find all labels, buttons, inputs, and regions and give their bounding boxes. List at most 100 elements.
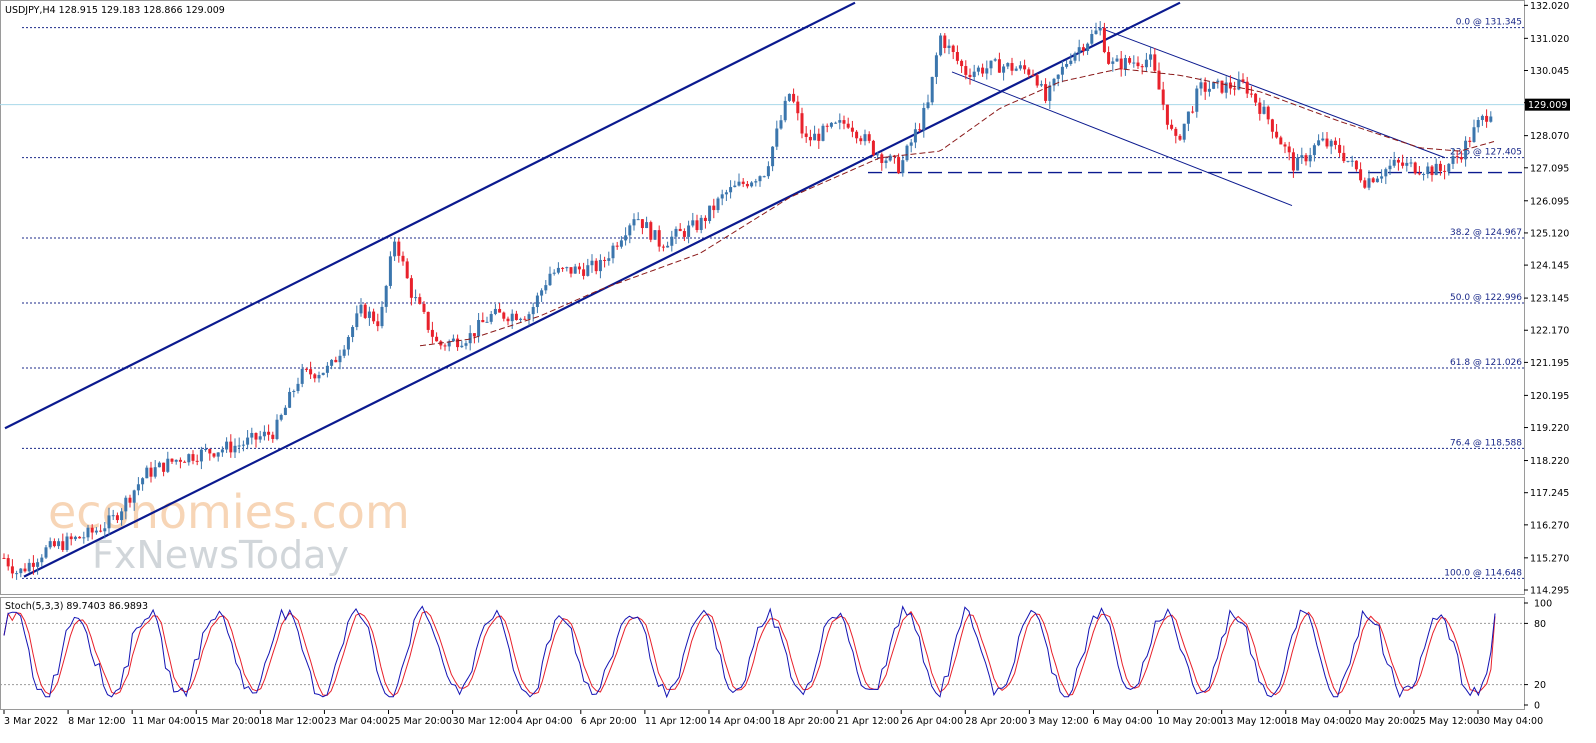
candle-body bbox=[397, 241, 401, 256]
candle-body bbox=[1396, 159, 1400, 163]
candle-body bbox=[1262, 106, 1266, 114]
candle-body bbox=[808, 136, 812, 141]
candle-body bbox=[460, 345, 464, 348]
candle-body bbox=[1346, 160, 1350, 162]
candle-body bbox=[372, 311, 376, 322]
candle-body bbox=[82, 537, 86, 539]
candle-body bbox=[6, 558, 10, 567]
time-tick-label: 11 Apr 12:00 bbox=[645, 716, 707, 727]
candle-body bbox=[729, 187, 733, 193]
candle-body bbox=[86, 527, 90, 538]
candle-body bbox=[859, 138, 863, 142]
time-tick-label: 21 Apr 12:00 bbox=[837, 716, 899, 727]
candle-body bbox=[1191, 111, 1195, 113]
candle-body bbox=[367, 311, 371, 318]
candle-body bbox=[531, 307, 535, 315]
candle-body bbox=[212, 453, 216, 457]
time-tick-label: 13 May 12:00 bbox=[1222, 716, 1287, 727]
price-tick-label: 120.195 bbox=[1530, 391, 1569, 402]
candle-body bbox=[989, 60, 993, 69]
candle-body bbox=[876, 154, 880, 156]
candle-body bbox=[1115, 58, 1119, 62]
candle-body bbox=[1098, 27, 1102, 31]
candle-body bbox=[1224, 82, 1228, 93]
candle-body bbox=[279, 414, 283, 420]
candle-body bbox=[1363, 180, 1367, 188]
candle-body bbox=[695, 220, 699, 231]
time-tick-label: 18 Mar 12:00 bbox=[260, 716, 323, 727]
candle-body bbox=[1035, 75, 1039, 86]
candle-body bbox=[1170, 124, 1174, 129]
candle-body bbox=[548, 273, 552, 286]
candle-body bbox=[1459, 157, 1463, 160]
candle-body bbox=[456, 338, 460, 348]
candle-body bbox=[960, 60, 964, 67]
candle-body bbox=[1388, 165, 1392, 170]
time-tick-label: 18 May 04:00 bbox=[1286, 716, 1351, 727]
candle-body bbox=[569, 267, 573, 274]
candle-body bbox=[682, 231, 686, 237]
candle-body bbox=[1077, 47, 1081, 54]
candle-body bbox=[1447, 163, 1451, 172]
candle-body bbox=[477, 319, 481, 337]
candle-body bbox=[1312, 145, 1316, 156]
price-tick-label: 119.220 bbox=[1530, 423, 1569, 434]
candle-body bbox=[69, 536, 73, 540]
candle-body bbox=[1149, 54, 1153, 60]
candle-body bbox=[888, 155, 892, 161]
candle-body bbox=[506, 318, 510, 322]
fib-level-label: 61.8 @ 121.026 bbox=[1450, 358, 1522, 368]
candle-body bbox=[724, 192, 728, 195]
time-tick-label: 23 Mar 04:00 bbox=[324, 716, 387, 727]
candle-body bbox=[1207, 88, 1211, 92]
candle-body bbox=[1392, 159, 1396, 166]
candle-body bbox=[523, 318, 527, 320]
watermark-fxnewstoday: FxNewsToday bbox=[92, 533, 349, 577]
candle-body bbox=[947, 45, 951, 48]
candle-body bbox=[745, 183, 749, 187]
candle-body bbox=[1039, 84, 1043, 86]
candle-body bbox=[535, 295, 539, 308]
candle-body bbox=[670, 236, 674, 246]
candle-body bbox=[1333, 140, 1337, 145]
candle-body bbox=[330, 359, 334, 366]
candle-body bbox=[187, 454, 191, 463]
candle-body bbox=[1065, 63, 1069, 67]
price-tick-label: 125.120 bbox=[1530, 228, 1569, 239]
candle-body bbox=[19, 568, 23, 574]
candle-body bbox=[489, 314, 493, 322]
current-price-badge: 129.009 bbox=[1525, 98, 1570, 111]
price-tick-label: 114.295 bbox=[1530, 586, 1569, 597]
candle-body bbox=[178, 459, 182, 462]
candle-body bbox=[645, 222, 649, 229]
candle-body bbox=[1413, 162, 1417, 174]
candle-body bbox=[640, 219, 644, 229]
candle-body bbox=[1140, 66, 1144, 68]
candle-body bbox=[544, 285, 548, 291]
candle-body bbox=[1287, 146, 1291, 153]
candle-body bbox=[141, 478, 145, 485]
candle-body bbox=[313, 374, 317, 379]
candle-body bbox=[577, 266, 581, 270]
time-tick-label: 3 May 12:00 bbox=[1029, 716, 1088, 727]
candle-body bbox=[1073, 53, 1077, 61]
candle-body bbox=[934, 55, 938, 77]
candle-body bbox=[1279, 137, 1283, 145]
candle-body bbox=[1102, 27, 1106, 53]
candle-body bbox=[502, 312, 506, 319]
candle-body bbox=[481, 319, 485, 323]
candle-body bbox=[1107, 52, 1111, 64]
candle-body bbox=[241, 444, 245, 446]
candle-body bbox=[414, 297, 418, 299]
candle-body bbox=[628, 225, 632, 236]
candle-body bbox=[850, 127, 854, 132]
time-tick-label: 28 Apr 20:00 bbox=[965, 716, 1027, 727]
price-tick-label: 127.095 bbox=[1530, 163, 1569, 174]
time-axis: 3 Mar 2022 8 Mar 12:00 11 Mar 04:00 15 Mar … bbox=[3, 710, 1543, 727]
candle-body bbox=[880, 154, 884, 163]
price-tick-label: 121.195 bbox=[1530, 358, 1569, 369]
candle-body bbox=[1027, 69, 1031, 75]
candle-body bbox=[237, 445, 241, 447]
candle-body bbox=[586, 265, 590, 276]
candle-body bbox=[1174, 128, 1178, 136]
